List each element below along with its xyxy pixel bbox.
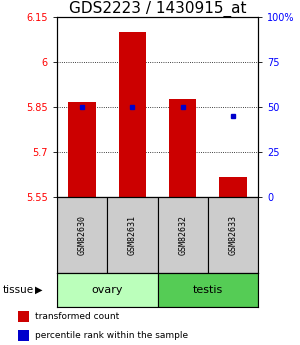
Text: tissue: tissue [3,285,34,295]
Bar [57,273,158,307]
Text: GSM82632: GSM82632 [178,215,187,255]
Bar [107,197,158,273]
Bar [57,197,107,273]
Text: GSM82631: GSM82631 [128,215,137,255]
Bar [18,311,29,322]
Text: transformed count: transformed count [34,312,119,321]
Bar [18,330,29,341]
Text: ▶: ▶ [35,285,43,295]
Text: ovary: ovary [92,285,123,295]
Bar [219,177,247,197]
Bar [68,102,96,197]
Text: testis: testis [193,285,223,295]
Bar [118,32,146,197]
Bar [208,197,258,273]
Bar [158,197,208,273]
Text: percentile rank within the sample: percentile rank within the sample [34,331,188,340]
Bar [158,273,258,307]
Text: GSM82630: GSM82630 [78,215,87,255]
Title: GDS2223 / 1430915_at: GDS2223 / 1430915_at [69,1,246,17]
Bar [169,99,196,197]
Text: GSM82633: GSM82633 [228,215,237,255]
